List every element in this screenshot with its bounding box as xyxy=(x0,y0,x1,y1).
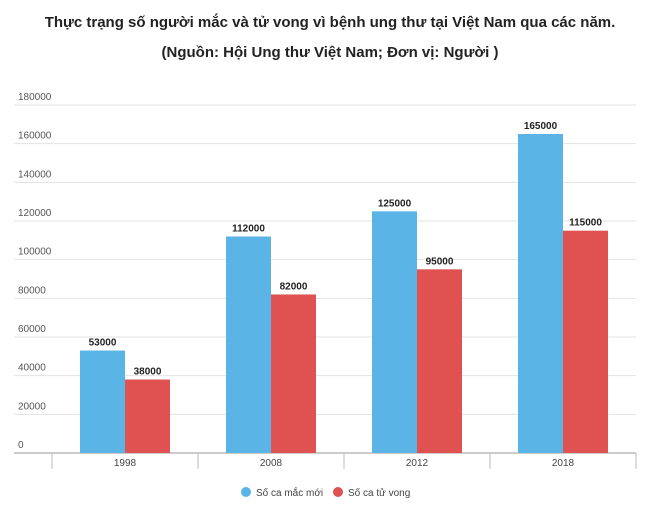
x-tick-label: 1998 xyxy=(114,458,137,469)
data-label: 95000 xyxy=(426,256,454,267)
bar xyxy=(417,269,462,453)
chart-title: Thực trạng số người mắc và tử vong vì bệ… xyxy=(44,14,616,31)
y-tick-label: 160000 xyxy=(18,131,52,142)
bar xyxy=(271,294,316,453)
legend-swatch xyxy=(333,487,343,497)
x-tick-label: 2008 xyxy=(260,458,283,469)
y-tick-label: 80000 xyxy=(18,285,46,296)
data-label: 112000 xyxy=(232,223,265,234)
bar xyxy=(125,379,170,453)
data-label: 38000 xyxy=(134,367,162,378)
legend-swatch xyxy=(241,487,251,497)
bar xyxy=(518,134,563,453)
y-tick-label: 120000 xyxy=(18,208,52,219)
data-label: 115000 xyxy=(569,218,602,229)
bar xyxy=(372,211,417,453)
bar xyxy=(563,230,608,453)
y-tick-label: 40000 xyxy=(18,363,46,374)
y-tick-label: 20000 xyxy=(18,401,46,412)
y-tick-label: 60000 xyxy=(18,324,46,335)
y-tick-label: 100000 xyxy=(18,247,52,258)
y-tick-label: 180000 xyxy=(18,92,52,103)
bar xyxy=(226,236,271,453)
legend-label: Số ca mắc mới xyxy=(256,486,323,499)
y-tick-label: 0 xyxy=(18,440,24,451)
x-tick-label: 2012 xyxy=(406,458,429,469)
data-label: 53000 xyxy=(89,338,117,349)
bar xyxy=(80,350,125,453)
x-tick-label: 2018 xyxy=(552,458,575,469)
data-label: 165000 xyxy=(524,121,558,132)
y-tick-label: 140000 xyxy=(18,169,52,180)
data-label: 125000 xyxy=(378,198,412,209)
data-label: 82000 xyxy=(280,281,308,292)
legend-label: Số ca tử vong xyxy=(348,487,410,499)
chart-subtitle: (Nguồn: Hội Ung thư Việt Nam; Đơn vị: Ng… xyxy=(161,44,499,61)
